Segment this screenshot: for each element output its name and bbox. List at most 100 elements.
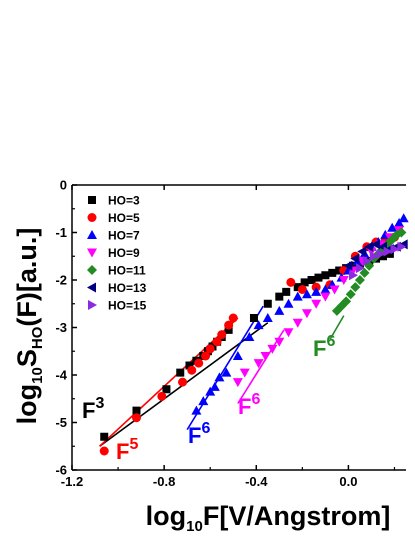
y-axis-title: log10SHO(F)[a.u.] [12,228,46,425]
x-tick-label: -1.2 [61,474,83,489]
legend-label: HO=7 [108,229,140,243]
data-point [320,292,331,302]
power-law-exponent: 6 [251,391,260,408]
x-axis-title-prefix: log [146,501,187,531]
legend-item: HO=7 [87,229,140,243]
power-law-base: F [82,398,95,423]
power-law-exponent: 6 [326,333,335,350]
power-law-label: F6 [238,391,260,419]
data-point [300,278,309,287]
data-point [201,351,211,361]
data-point [314,273,323,282]
y-axis-title-subscript-2: HO [29,326,46,349]
legend-item: HO=11 [87,264,146,278]
data-point [301,309,312,319]
power-law-exponent: 6 [201,420,210,437]
power-law-exponent: 3 [95,395,104,412]
data-point [232,351,243,360]
legend-item: HO=3 [88,194,140,208]
legend-marker [87,282,96,293]
data-point [187,365,197,375]
data-point [394,218,405,227]
fit-line-4 [237,329,285,404]
legend-item: HO=13 [87,281,147,295]
data-point [232,378,243,388]
data-point [320,284,331,294]
data-point [297,285,307,294]
data-point [350,253,360,264]
data-point [275,292,284,301]
series-7 [349,241,407,281]
y-axis-title-prefix: log [12,384,42,425]
x-axis-title-subscript: 10 [186,518,203,535]
data-point [321,271,330,280]
data-point [260,352,271,361]
data-point [267,344,278,354]
power-law-base: F [313,336,326,361]
legend-marker [88,196,96,204]
data-point [162,385,171,394]
y-axis-title-rest: (F)[a.u.] [12,228,42,327]
legend-marker [87,213,97,222]
data-point [228,313,238,323]
data-point [357,246,367,257]
power-law-base: F [116,439,129,464]
data-point [99,446,109,456]
data-point [335,266,344,275]
x-tick-label: -0.8 [153,474,175,489]
power-law-base: F [188,423,201,448]
data-point [398,213,409,223]
data-point [224,320,234,330]
data-point [185,361,194,370]
data-point [376,248,386,259]
y-tick-label: 0 [60,178,67,193]
power-law-exponent: 5 [129,436,138,453]
data-point [283,328,294,338]
data-point [274,337,285,347]
fit-line-3 [186,305,264,431]
power-law-label: F6 [313,333,335,361]
data-point [198,396,209,406]
data-point [244,332,255,341]
y-tick-label: -6 [55,463,67,478]
data-point [307,276,316,284]
data-point [253,359,264,369]
legend-item: HO=9 [87,246,140,260]
power-law-label: F3 [82,395,104,423]
data-point [205,344,215,354]
y-tick-label: -5 [55,415,67,430]
data-point [131,413,141,423]
data-point [253,320,264,330]
y-axis-title-mid: S [12,349,42,367]
data-point [396,227,407,238]
legend-label: HO=13 [108,281,147,295]
data-point [194,358,204,368]
legend-item: HO=15 [88,299,147,313]
legend-label: HO=15 [108,299,147,313]
data-point [214,372,225,382]
data-point [205,386,216,396]
data-point [350,282,361,293]
data-point [274,305,285,315]
data-point [212,337,222,347]
power-law-label: F5 [116,436,138,464]
data-points [99,213,409,456]
data-point [191,405,202,415]
data-point [345,289,356,300]
data-point [359,267,370,278]
data-point [178,377,188,387]
data-point [176,368,185,377]
data-point [343,260,353,271]
data-point [385,249,394,258]
data-point [209,381,220,391]
x-tick-label: -0.4 [245,474,268,489]
data-point [292,318,303,328]
power-law-base: F [238,394,251,419]
y-tick-label: -4 [55,368,67,383]
data-point [371,239,381,250]
data-point [383,246,393,257]
legend-marker [87,265,97,275]
y-tick-label: -3 [55,320,67,335]
data-point [100,432,109,441]
